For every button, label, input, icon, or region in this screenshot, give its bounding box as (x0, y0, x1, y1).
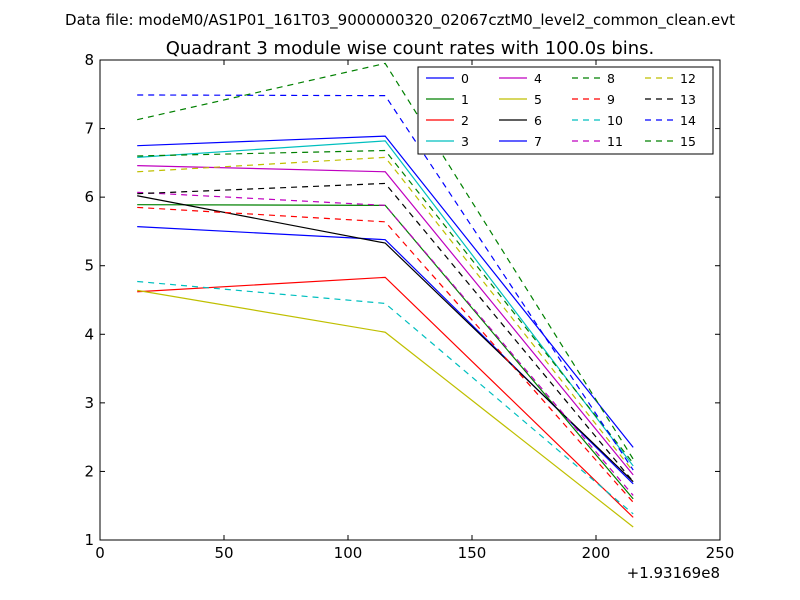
series-line-4 (137, 165, 634, 476)
y-tick-label-1: 2 (84, 462, 94, 480)
y-tick-label-7: 8 (84, 51, 94, 69)
series-line-2 (137, 276, 634, 518)
y-tick-label-2: 3 (84, 394, 94, 412)
chart-title: Quadrant 3 module wise count rates with … (166, 38, 655, 59)
series-line-9 (137, 206, 634, 503)
x-tick-label-3: 150 (458, 544, 487, 562)
figure-suptitle: Data file: modeM0/AS1P01_161T03_90000003… (65, 11, 735, 30)
y-tick-label-0: 1 (84, 531, 94, 549)
series-line-10 (137, 280, 634, 515)
legend-label-6: 6 (534, 113, 542, 128)
x-tick-label-2: 100 (334, 544, 363, 562)
legend-label-14: 14 (680, 113, 696, 128)
x-tick-label-4: 200 (582, 544, 611, 562)
series-line-12 (137, 156, 634, 472)
series-line-11 (137, 191, 634, 496)
x-tick-label-0: 0 (95, 544, 105, 562)
legend-label-11: 11 (607, 134, 623, 149)
series-line-1 (137, 204, 634, 500)
legend-label-2: 2 (461, 113, 469, 128)
plot-area-frame (99, 59, 721, 541)
y-tick-label-6: 7 (84, 120, 94, 138)
series-layer (137, 62, 634, 528)
legend-label-4: 4 (534, 71, 542, 86)
legend-label-5: 5 (534, 92, 542, 107)
series-line-5 (137, 289, 634, 528)
legend-label-13: 13 (680, 92, 696, 107)
y-tick-label-5: 6 (84, 188, 94, 206)
x-tick-label-1: 50 (214, 544, 233, 562)
series-line-14 (137, 94, 634, 471)
series-line-7 (137, 135, 634, 448)
series-line-8 (137, 149, 634, 464)
legend-label-8: 8 (607, 71, 615, 86)
y-tick-label-4: 5 (84, 257, 94, 275)
legend-label-0: 0 (461, 71, 469, 86)
series-line-13 (137, 182, 634, 483)
legend-label-9: 9 (607, 92, 615, 107)
x-tick-label-5: 250 (706, 544, 735, 562)
legend-frame (417, 66, 714, 155)
series-line-15 (137, 62, 634, 460)
legend-label-3: 3 (461, 134, 469, 149)
series-line-3 (137, 140, 634, 467)
x-offset-label: +1.93169e8 (627, 564, 720, 582)
y-tick-label-3: 4 (84, 325, 94, 343)
legend-label-1: 1 (461, 92, 469, 107)
legend-label-7: 7 (534, 134, 542, 149)
legend-label-10: 10 (607, 113, 623, 128)
legend-label-15: 15 (680, 134, 696, 149)
series-line-6 (137, 195, 634, 483)
legend-label-12: 12 (680, 71, 696, 86)
